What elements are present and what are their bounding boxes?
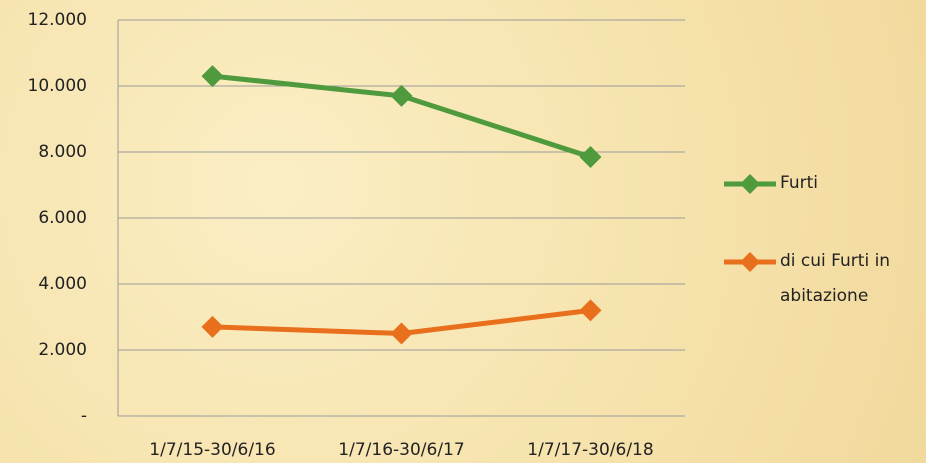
legend-marker <box>740 174 760 194</box>
legend-label: Furti <box>780 173 819 193</box>
y-tick-label: 8.000 <box>38 142 87 162</box>
marker <box>201 315 224 338</box>
y-tick-label: 10.000 <box>28 76 87 96</box>
y-tick-label: 2.000 <box>38 340 87 360</box>
marker <box>390 84 413 107</box>
y-tick-label: 4.000 <box>38 274 87 294</box>
marker <box>390 322 413 345</box>
y-tick-label: - <box>81 406 87 426</box>
legend-marker <box>740 252 760 272</box>
y-tick-label: 12.000 <box>28 10 87 30</box>
x-tick-label: 1/7/15-30/6/16 <box>149 440 275 460</box>
y-tick-label: 6.000 <box>38 208 87 228</box>
marker <box>201 65 224 88</box>
marker <box>579 145 602 168</box>
marker <box>579 299 602 322</box>
x-tick-label: 1/7/16-30/6/17 <box>338 440 464 460</box>
legend-label: di cui Furti in abitazione <box>780 251 891 306</box>
x-tick-label: 1/7/17-30/6/18 <box>527 440 653 460</box>
